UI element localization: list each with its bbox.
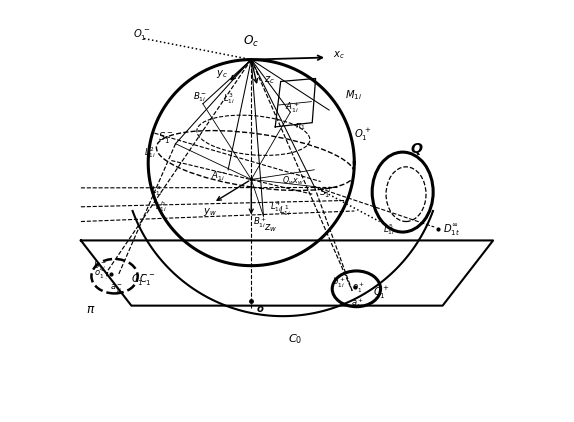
Text: $\boldsymbol{b_{1i}^+}$: $\boldsymbol{b_{1i}^+}$ <box>332 276 346 290</box>
Text: $\boldsymbol{b_{1i}^-}$: $\boldsymbol{b_{1i}^-}$ <box>93 260 107 273</box>
Text: $\boldsymbol{S_1^-}$: $\boldsymbol{S_1^-}$ <box>158 130 174 145</box>
Text: $\boldsymbol{A_{1i}^+}$: $\boldsymbol{A_{1i}^+}$ <box>285 101 300 115</box>
Text: $\boldsymbol{L_{1i}^5}$: $\boldsymbol{L_{1i}^5}$ <box>383 222 395 237</box>
Text: $\boldsymbol{L_{1i}^b}$: $\boldsymbol{L_{1i}^b}$ <box>155 199 167 214</box>
Text: $\boldsymbol{L_{1i}^a}$: $\boldsymbol{L_{1i}^a}$ <box>150 184 162 197</box>
Text: $\boldsymbol{C_0}$: $\boldsymbol{C_0}$ <box>288 333 302 346</box>
Text: $\boldsymbol{o}$: $\boldsymbol{o}$ <box>257 304 265 314</box>
Text: $\boldsymbol{y_c}$: $\boldsymbol{y_c}$ <box>216 68 228 80</box>
Text: $\boldsymbol{x_c}$: $\boldsymbol{x_c}$ <box>333 49 345 61</box>
Text: $\boldsymbol{O_c}$: $\boldsymbol{O_c}$ <box>243 34 259 49</box>
Text: $\boldsymbol{z_w}$: $\boldsymbol{z_w}$ <box>263 222 277 234</box>
Text: $\boldsymbol{a_{1i}^+}$: $\boldsymbol{a_{1i}^+}$ <box>351 297 364 311</box>
Text: $\boldsymbol{O_1^-}$: $\boldsymbol{O_1^-}$ <box>133 27 150 42</box>
Text: $\boldsymbol{L_{1i}^3}$: $\boldsymbol{L_{1i}^3}$ <box>223 91 235 106</box>
Text: $\boldsymbol{z_c}$: $\boldsymbol{z_c}$ <box>264 74 275 86</box>
Text: $\boldsymbol{C_1^-}$: $\boldsymbol{C_1^-}$ <box>130 272 147 287</box>
Text: $\boldsymbol{Q}$: $\boldsymbol{Q}$ <box>410 141 423 157</box>
Text: $\boldsymbol{C_1^-}$: $\boldsymbol{C_1^-}$ <box>139 272 155 287</box>
Text: $\boldsymbol{o_1^+}$: $\boldsymbol{o_1^+}$ <box>352 281 365 295</box>
Text: $\boldsymbol{a_{1i}^-}$: $\boldsymbol{a_{1i}^-}$ <box>110 283 123 295</box>
Text: $\boldsymbol{o_1^-}$: $\boldsymbol{o_1^-}$ <box>94 269 107 281</box>
Text: $\boldsymbol{L_{1i}^1}$: $\boldsymbol{L_{1i}^1}$ <box>280 203 292 219</box>
Text: $\boldsymbol{O_wx_w}$: $\boldsymbol{O_wx_w}$ <box>282 174 304 187</box>
Text: $\boldsymbol{C_1^+}$: $\boldsymbol{C_1^+}$ <box>373 285 389 301</box>
Text: $\boldsymbol{B_{1i}^+}$: $\boldsymbol{B_{1i}^+}$ <box>253 216 267 230</box>
Text: $\boldsymbol{M_{1i}}$: $\boldsymbol{M_{1i}}$ <box>345 89 362 102</box>
Text: $\boldsymbol{L_{1i}^2}$: $\boldsymbol{L_{1i}^2}$ <box>144 146 156 160</box>
Text: $\boldsymbol{D_{1t}^\infty}$: $\boldsymbol{D_{1t}^\infty}$ <box>444 222 460 238</box>
Text: $\boldsymbol{B_{1i}^-}$: $\boldsymbol{B_{1i}^-}$ <box>193 91 207 104</box>
Text: $\boldsymbol{L_{1i}^4}$: $\boldsymbol{L_{1i}^4}$ <box>270 199 282 214</box>
Text: $\boldsymbol{y_w}$: $\boldsymbol{y_w}$ <box>204 206 218 218</box>
Text: $\boldsymbol{A_{1i}^-}$: $\boldsymbol{A_{1i}^-}$ <box>211 170 226 183</box>
Text: $\boldsymbol{\pi_1}$: $\boldsymbol{\pi_1}$ <box>295 122 306 132</box>
Text: $\pi$: $\pi$ <box>86 303 95 316</box>
Text: $\boldsymbol{O_1^+}$: $\boldsymbol{O_1^+}$ <box>354 127 371 143</box>
Text: $\boldsymbol{S_1^+}$: $\boldsymbol{S_1^+}$ <box>319 186 333 200</box>
